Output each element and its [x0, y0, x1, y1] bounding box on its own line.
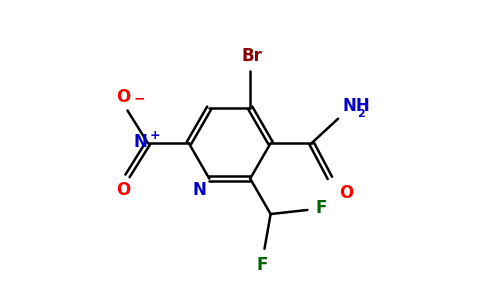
- Text: F: F: [316, 199, 327, 217]
- Text: NH: NH: [342, 98, 370, 116]
- Text: F: F: [257, 256, 268, 274]
- Text: −: −: [134, 92, 145, 106]
- Text: 2: 2: [357, 109, 364, 119]
- Text: N: N: [133, 134, 147, 152]
- Text: O: O: [116, 181, 131, 199]
- Text: Br: Br: [242, 47, 263, 65]
- Text: +: +: [150, 129, 160, 142]
- Text: O: O: [116, 88, 131, 106]
- Text: O: O: [339, 184, 353, 202]
- Text: N: N: [192, 181, 206, 199]
